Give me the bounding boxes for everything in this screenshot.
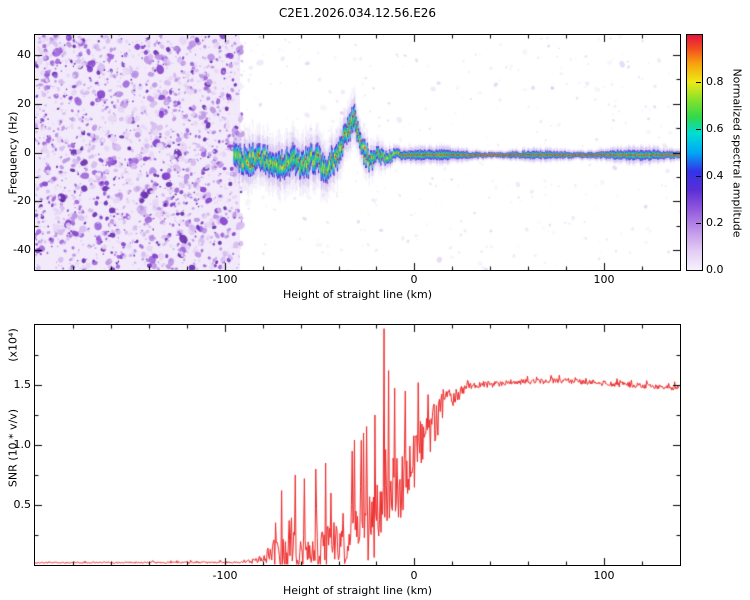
colorbar-label: Normalized spectral amplitude [730,68,744,238]
colorbar-tick-mark [696,222,701,224]
colorbar-tick-label-0.8: 0.8 [706,75,724,88]
colorbar-tick-label-0.0: 0.0 [706,263,724,276]
freq-tick-label-40: 40 [17,48,31,61]
freq-tick-label-m20: -20 [13,194,31,207]
snr-scale-label: (x10⁴) [6,328,20,362]
snr-plot-area [34,324,681,566]
spec-xtick-label-100: 100 [593,273,615,286]
snr-xtick-label-100: 100 [593,569,615,582]
spec-xtick-label-0: 0 [410,273,418,286]
spec-xaxis-label: Height of straight line (km) [282,288,433,301]
snr-tick-label-1.0: 1.0 [13,438,32,451]
snr-axis-label: SNR (10 * v/v) [6,408,20,488]
freq-tick-label-20: 20 [17,97,31,110]
colorbar-tick-label-0.6: 0.6 [706,122,724,135]
snr-tick-label-1.5: 1.5 [13,378,32,391]
colorbar-tick-mark [696,269,701,271]
figure-title: C2E1.2026.034.12.56.E26 [278,6,437,20]
colorbar-gradient [687,35,702,270]
spectrogram-canvas [35,35,680,270]
freq-axis-label: Frequency (Hz) [6,111,20,195]
freq-tick-label-m40: -40 [13,243,31,256]
snr-canvas [35,325,680,565]
snr-xtick-label-0: 0 [410,569,418,582]
colorbar-tick-mark [696,175,701,177]
spectrogram-plot-area [34,34,681,271]
colorbar-tick-mark [696,128,701,130]
colorbar [686,34,703,271]
snr-tick-label-0.5: 0.5 [13,498,32,511]
colorbar-tick-mark [696,81,701,83]
spec-xtick-label-m100: -100 [212,273,238,286]
freq-tick-label-0: 0 [24,146,31,159]
snr-xtick-label-m100: -100 [212,569,238,582]
colorbar-tick-label-0.2: 0.2 [706,216,724,229]
snr-xaxis-label: Height of straight line (km) [282,584,433,597]
colorbar-tick-label-0.4: 0.4 [706,169,724,182]
